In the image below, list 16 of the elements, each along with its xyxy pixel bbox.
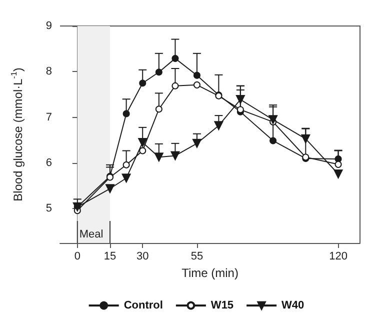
legend-label: W40 (282, 300, 304, 312)
x-tick-label: 15 (104, 250, 116, 262)
y-tick-label: 5 (46, 202, 52, 215)
y-tick-label: 6 (46, 157, 52, 170)
band-label: Meal (79, 228, 104, 240)
y-tick-label: 7 (46, 111, 52, 124)
legend-label: Control (124, 300, 163, 312)
x-axis-title: Time (min) (182, 266, 238, 280)
y-tick-label: 9 (46, 20, 52, 32)
y-tick-label: 8 (46, 66, 52, 78)
x-tick-label: 55 (190, 250, 204, 262)
x-tick-label: 120 (329, 250, 348, 262)
legend-label: W15 (210, 300, 234, 312)
x-tick-label: 30 (136, 250, 149, 262)
x-tick-label: 0 (74, 250, 80, 262)
y-axis-title: Blood glucose (mmol·L-1) (10, 68, 25, 202)
